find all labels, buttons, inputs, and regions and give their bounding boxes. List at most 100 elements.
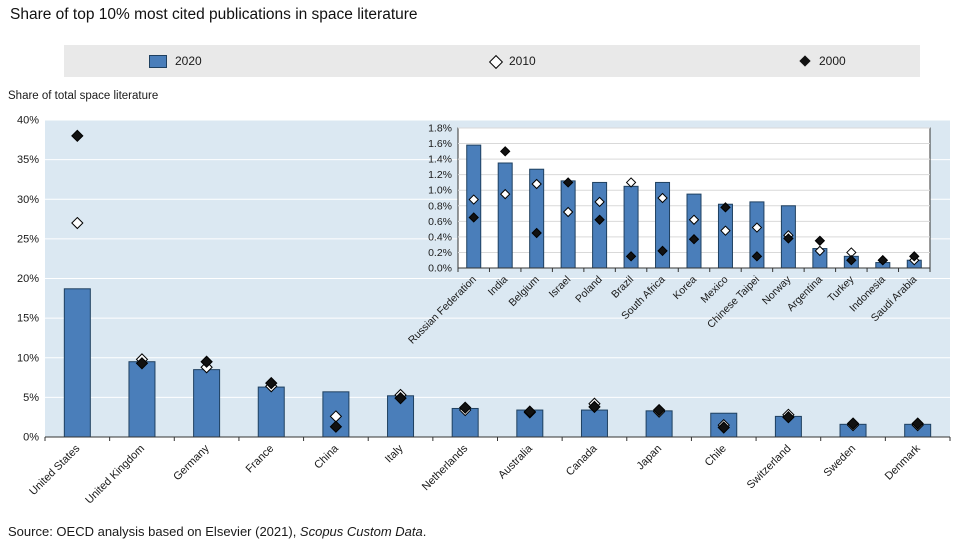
y-tick-label: 40% — [17, 115, 39, 127]
source-prefix: Source: OECD analysis based on Elsevier … — [8, 524, 300, 539]
y-axis-note: Share of total space literature — [8, 90, 159, 102]
marker-2000 — [652, 403, 666, 417]
marker-2000 — [499, 146, 511, 157]
y-tick-label: 5% — [23, 392, 39, 404]
y-tick-label: 1.8% — [428, 123, 452, 135]
marker-2000 — [531, 227, 542, 239]
marker-2000 — [846, 417, 860, 430]
bar-2020 — [128, 361, 156, 438]
marker-2010 — [531, 178, 542, 190]
marker-2000 — [394, 391, 407, 405]
x-tick-label: Chile — [703, 443, 729, 469]
marker-2010 — [751, 222, 763, 233]
marker-2000 — [329, 420, 343, 433]
x-tick-label: Netherlands — [420, 442, 471, 493]
bar-2020 — [466, 144, 482, 269]
y-tick-label: 0.6% — [428, 216, 452, 228]
legend-label-2000: 2000 — [819, 54, 846, 68]
marker-2000 — [688, 234, 700, 245]
bar-2020 — [717, 203, 733, 269]
marker-2000 — [877, 255, 889, 266]
bar-2020 — [592, 181, 608, 269]
legend-label-2020: 2020 — [175, 54, 202, 68]
x-tick-label: Germany — [171, 442, 212, 483]
marker-2010 — [657, 192, 668, 204]
marker-2010 — [594, 196, 605, 208]
marker-2000 — [657, 245, 668, 257]
source-note: Source: OECD analysis based on Elsevier … — [8, 524, 426, 539]
y-tick-label: 0.0% — [428, 263, 452, 275]
y-tick-label: 10% — [17, 352, 39, 364]
marker-2000 — [594, 214, 605, 225]
marker-2000 — [814, 235, 826, 246]
bar-2020 — [580, 409, 608, 438]
legend-item-2000: 2000 — [799, 45, 846, 77]
marker-2000 — [588, 400, 601, 414]
marker-2000 — [265, 376, 278, 390]
y-tick-label: 15% — [17, 313, 39, 325]
x-tick-label: Canada — [564, 442, 600, 478]
x-tick-label: Australia — [496, 442, 535, 481]
marker-2000 — [782, 410, 795, 424]
open-diamond-icon — [488, 54, 504, 70]
legend-label-2010: 2010 — [509, 54, 536, 68]
marker-2000 — [458, 401, 472, 414]
bar-2020 — [193, 369, 221, 438]
marker-2000 — [468, 212, 479, 223]
legend-item-2020: 2020 — [149, 45, 202, 77]
marker-2010 — [625, 177, 637, 188]
source-suffix: . — [422, 524, 427, 539]
y-tick-label: 0.4% — [428, 231, 452, 243]
x-tick-label: United Kingdom — [83, 443, 147, 507]
x-tick-label: Japan — [635, 443, 665, 473]
inset-chart: 0.0% 0.2% 0.4% 0.6% 0.8% 1.0% 1.2% 1.4% 1.6% 1.8%… — [406, 123, 931, 347]
bar-2020 — [686, 193, 702, 269]
marker-2000 — [911, 417, 924, 430]
y-tick-label: 35% — [17, 154, 39, 166]
bar-2020 — [63, 288, 91, 438]
bar-2020 — [257, 386, 285, 438]
marker-2010 — [688, 214, 700, 225]
marker-2000 — [751, 251, 763, 262]
marker-2000 — [200, 355, 213, 368]
y-tick-label: 1.0% — [428, 185, 452, 197]
marker-2010 — [468, 194, 479, 205]
bar-2020 — [497, 162, 513, 269]
y-tick-label: 1.2% — [428, 169, 452, 181]
bar-2020 — [560, 180, 576, 269]
y-tick-label: 20% — [17, 273, 39, 285]
marker-2010 — [499, 188, 511, 200]
marker-2000 — [783, 233, 794, 244]
legend: 2020 2010 2000 — [64, 45, 920, 77]
marker-2000 — [720, 202, 731, 213]
legend-item-2010: 2010 — [488, 45, 536, 77]
y-tick-label: 1.4% — [428, 154, 452, 166]
filled-diamond-icon — [799, 55, 811, 67]
marker-2010 — [720, 225, 731, 236]
y-tick-label: 1.6% — [428, 138, 452, 150]
marker-2000 — [717, 421, 730, 434]
marker-2000 — [909, 251, 920, 262]
x-tick-label: United States — [27, 442, 83, 498]
marker-2010 — [71, 216, 84, 230]
x-tick-label: China — [312, 442, 341, 471]
x-tick-label: France — [244, 443, 277, 476]
source-italic: Scopus Custom Data — [299, 524, 423, 539]
y-tick-label: 0.2% — [428, 247, 452, 259]
marker-2010 — [562, 206, 574, 218]
y-tick-label: 30% — [17, 194, 39, 206]
x-tick-label: Italy — [383, 442, 406, 465]
x-tick-label: Switzerland — [745, 443, 794, 492]
marker-2000 — [135, 357, 149, 370]
marker-2000 — [562, 177, 574, 188]
marker-2000 — [523, 405, 537, 418]
y-tick-label: 0.8% — [428, 200, 452, 212]
x-tick-label: Denmark — [883, 442, 923, 482]
y-tick-label: 0% — [23, 432, 39, 444]
marker-2010 — [814, 245, 826, 257]
y-tick-label: 25% — [17, 233, 39, 245]
marker-2000 — [625, 251, 637, 262]
marker-2000 — [846, 255, 857, 266]
x-tick-label: Sweden — [822, 443, 859, 480]
